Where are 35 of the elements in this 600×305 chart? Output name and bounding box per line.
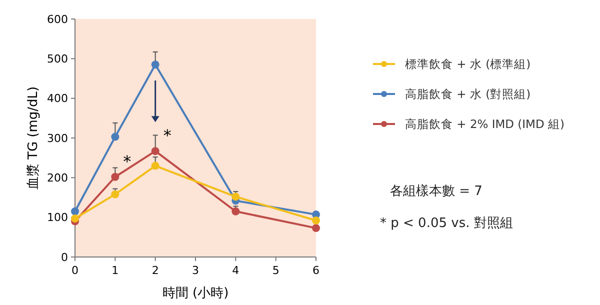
- point: [232, 207, 240, 216]
- point: [312, 216, 320, 225]
- legend-label: 高脂飲食 + 水 (對照組): [405, 87, 531, 102]
- text: * p < 0.05 vs. 對照組: [380, 216, 513, 231]
- legend-label: 標準飲食 + 水 (標準組): [405, 57, 531, 72]
- x-tick-label: 5: [272, 264, 280, 277]
- y-tick-label: 600: [47, 12, 68, 26]
- text: 各組樣本數 = 7: [390, 184, 482, 199]
- point: [111, 190, 120, 198]
- x-tick-label: 0: [72, 264, 78, 277]
- y-tick-label: 100: [47, 211, 68, 224]
- y-tick-label: 200: [47, 172, 68, 185]
- point: [312, 224, 320, 232]
- y-tick-label: 0: [61, 250, 68, 264]
- point: [232, 192, 240, 201]
- y-tick-label: 500: [47, 52, 68, 66]
- x-tick-label: 4: [232, 264, 240, 277]
- annotation: *: [123, 152, 132, 171]
- point: [151, 147, 160, 156]
- point: [151, 162, 160, 170]
- x-tick-label: 3: [192, 264, 199, 277]
- point: [71, 207, 79, 216]
- x-tick-label: 2: [152, 264, 159, 277]
- point: [111, 132, 120, 141]
- point: [151, 60, 160, 69]
- x-axis-title: 時間 (小時): [162, 286, 229, 301]
- legend-label: 高脂飲食 + 2% IMD (IMD 組): [405, 117, 564, 132]
- x-tick-label: 6: [312, 264, 320, 277]
- x-tick-label: 1: [112, 264, 119, 277]
- annotation: *: [163, 126, 172, 146]
- y-tick-label: 400: [47, 92, 68, 106]
- y-axis-title: 血漿 TG (mg/dL): [26, 86, 41, 190]
- point: [111, 172, 120, 181]
- point: [71, 214, 79, 223]
- y-tick-label: 300: [47, 132, 68, 145]
